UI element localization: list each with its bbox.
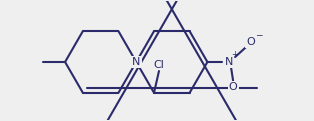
Text: +: + <box>232 50 239 59</box>
Text: O: O <box>229 82 237 92</box>
Text: −: − <box>255 30 263 39</box>
Text: O: O <box>246 37 255 47</box>
Text: Cl: Cl <box>154 60 165 70</box>
Text: N: N <box>132 57 140 67</box>
Text: N: N <box>225 57 233 67</box>
